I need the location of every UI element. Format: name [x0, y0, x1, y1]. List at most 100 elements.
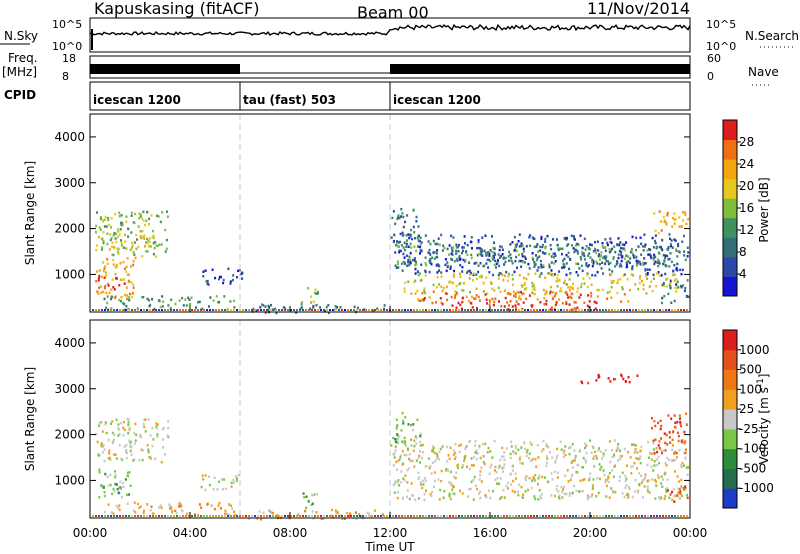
scatter-cell [405, 239, 408, 242]
scatter-cell [128, 428, 131, 432]
scatter-cell [422, 298, 425, 302]
scatter-cell [103, 459, 106, 463]
scatter-cell [604, 257, 607, 261]
near-range-cell [263, 515, 265, 517]
scatter-cell [582, 252, 585, 255]
scatter-cell [542, 264, 545, 267]
scatter-cell [440, 275, 443, 278]
scatter-cell [313, 291, 316, 295]
nsky-line [89, 23, 691, 36]
near-range-cell [518, 309, 520, 311]
scatter-cell [511, 278, 514, 281]
scatter-cell [648, 491, 651, 494]
scatter-cell [473, 455, 476, 459]
scatter-cell [660, 245, 662, 249]
scatter-cell [398, 216, 401, 220]
scatter-cell [537, 250, 539, 253]
scatter-cell [401, 497, 404, 500]
scatter-cell [517, 253, 520, 257]
scatter-cell [390, 236, 393, 239]
scatter-cell [130, 241, 133, 245]
near-range-cell [575, 515, 577, 517]
near-range-cell [686, 515, 688, 517]
scatter-cell [534, 457, 537, 461]
scatter-cell [677, 439, 680, 443]
near-range-cell [116, 515, 118, 517]
scatter-cell [638, 483, 641, 487]
scatter-cell [619, 475, 622, 478]
scatter-cell [527, 273, 530, 276]
near-range-cell [146, 309, 148, 311]
scatter-cell [399, 454, 402, 457]
scatter-cell [553, 252, 556, 255]
near-range-cell [104, 309, 106, 311]
scatter-cell [299, 307, 302, 311]
scatter-cell [684, 258, 687, 262]
near-range-cell [347, 515, 349, 517]
near-range-cell [446, 309, 448, 311]
scatter-cell [403, 453, 406, 457]
scatter-cell [129, 444, 132, 447]
scatter-cell [588, 252, 591, 255]
scatter-cell [406, 481, 409, 484]
cpid-segments: icescan 1200 tau (fast) 503 icescan 1200 [93, 82, 481, 110]
near-range-cell [617, 515, 619, 517]
near-range-cell [377, 309, 379, 311]
scatter-cell [101, 248, 103, 251]
scatter-cell [126, 257, 129, 260]
scatter-cell [491, 287, 494, 290]
scatter-cell [617, 237, 620, 240]
scatter-cell [674, 494, 677, 498]
scatter-cell [619, 457, 622, 461]
scatter-cell [153, 307, 156, 311]
scatter-cell [488, 472, 491, 475]
near-range-cell [281, 515, 283, 517]
scatter-cell [648, 456, 650, 459]
scatter-cell [427, 457, 430, 460]
scatter-cell [491, 297, 494, 301]
scatter-cell [412, 449, 415, 452]
scatter-cell [573, 236, 576, 239]
scatter-cell [527, 262, 530, 266]
scatter-cell [593, 300, 596, 304]
scatter-cell [482, 290, 485, 293]
scatter-cell [677, 434, 680, 438]
scatter-cell [678, 480, 681, 483]
near-range-cell [194, 515, 196, 517]
scatter-cell [537, 477, 540, 480]
scatter-cell [130, 281, 133, 284]
near-range-cell [650, 309, 652, 311]
scatter-cell [536, 269, 539, 272]
scatter-cell [305, 495, 308, 498]
scatter-cell [331, 516, 334, 519]
near-range-cell [338, 309, 340, 311]
scatter-cell [621, 247, 624, 250]
scatter-cell [468, 467, 471, 471]
scatter-cell [475, 484, 477, 487]
scatter-cell [510, 256, 513, 260]
scatter-cell [596, 262, 599, 265]
scatter-cell [463, 235, 466, 238]
scatter-cell [125, 270, 128, 273]
scatter-cell [630, 248, 633, 251]
scatter-cell [660, 437, 663, 440]
scatter-cell [657, 271, 660, 274]
scatter-cell [595, 454, 598, 458]
scatter-cell [123, 428, 126, 432]
scatter-cell [575, 271, 578, 274]
scatter-cell [313, 493, 316, 496]
near-range-cell [101, 309, 103, 311]
scatter-cell [408, 453, 411, 456]
scatter-cell [676, 431, 679, 435]
scatter-cell [315, 303, 318, 307]
scatter-cell [455, 249, 458, 253]
colorbar-tick-label: 1000 [739, 343, 770, 357]
scatter-cell [402, 233, 405, 236]
scatter-cell [653, 478, 656, 482]
scatter-cell [627, 450, 630, 454]
near-range-cell [416, 309, 418, 311]
scatter-cell [630, 472, 633, 475]
scatter-cell [520, 265, 523, 268]
scatter-cell [681, 439, 684, 442]
scatter-cell [611, 247, 614, 251]
